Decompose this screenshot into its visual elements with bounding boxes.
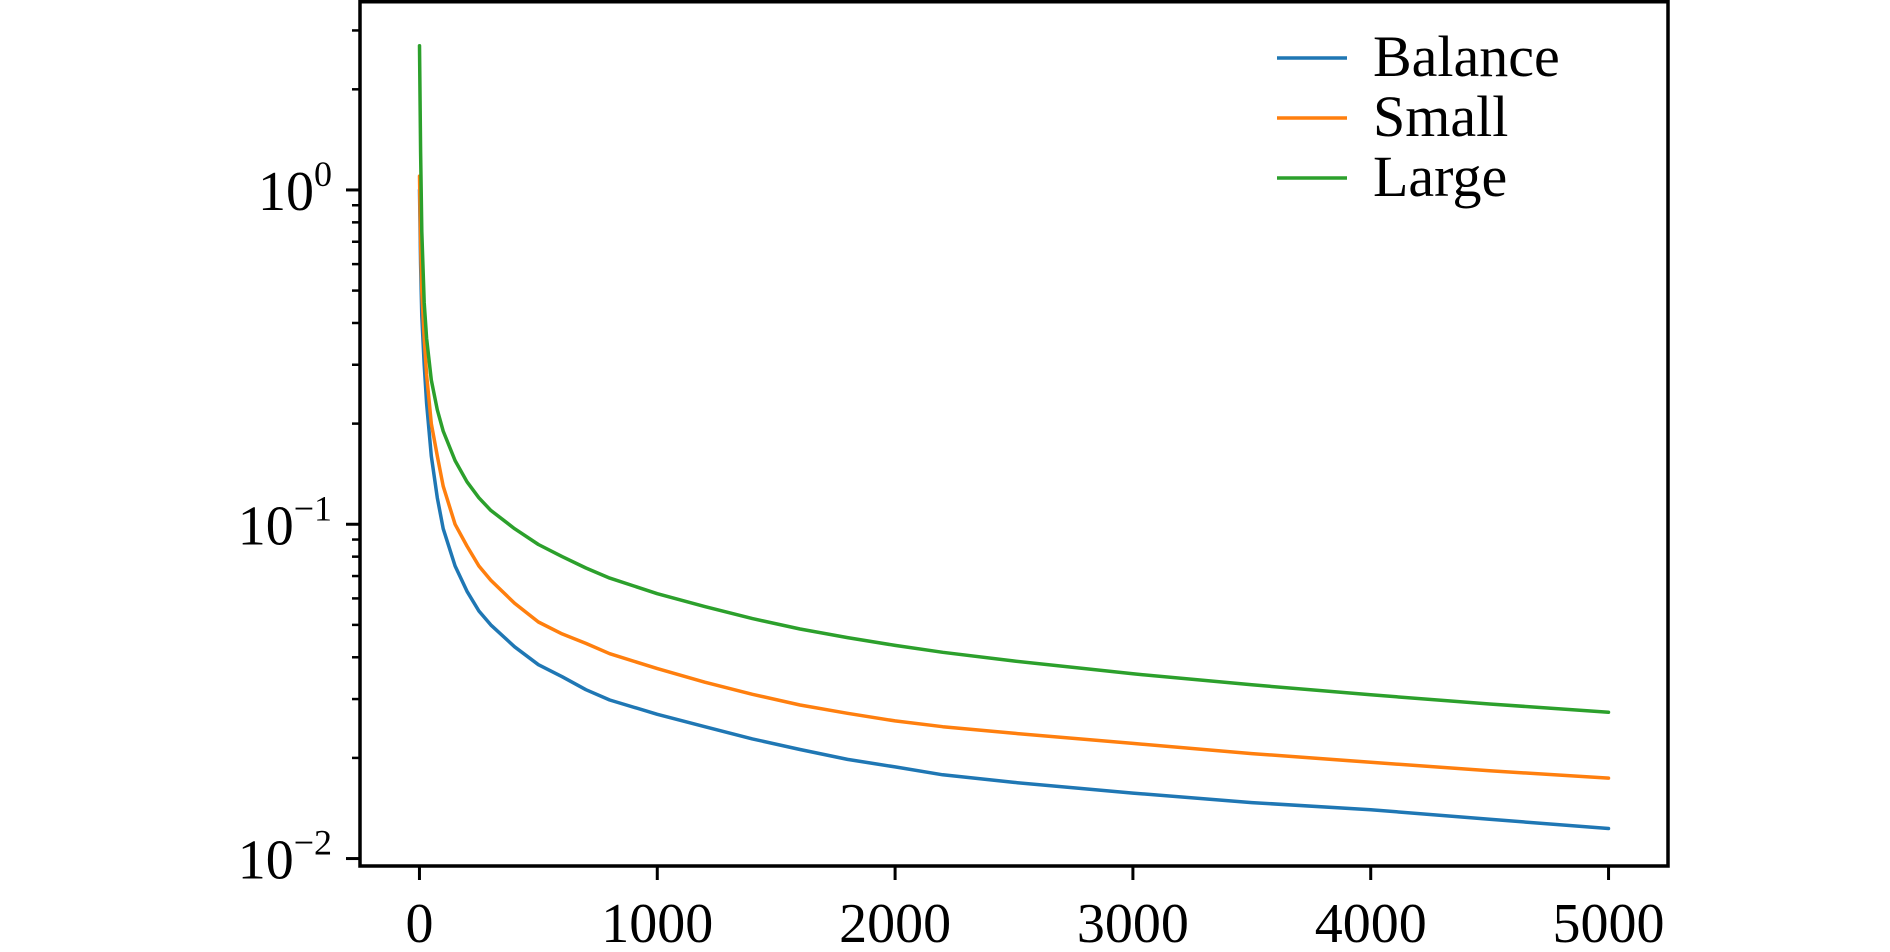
plot-frame (358, 0, 1670, 868)
x-tick-label: 3000 (1077, 893, 1189, 952)
x-tick-label: 5000 (1553, 893, 1665, 952)
x-tick-label: 4000 (1315, 893, 1427, 952)
x-axis: 0 1000 2000 3000 4000 5000 (405, 866, 1665, 952)
x-tick-label: 0 (405, 893, 433, 952)
legend-label-large: Large (1373, 144, 1507, 209)
series-line-balance (417, 188, 1611, 831)
y-tick-label: 10−2 (238, 823, 332, 892)
x-tick-label: 1000 (601, 893, 713, 952)
legend-label-small: Small (1373, 84, 1508, 149)
series-line-large (417, 43, 1611, 714)
x-tick-label: 2000 (839, 893, 951, 952)
series-line-small (417, 174, 1611, 780)
series-layer (417, 43, 1611, 831)
y-axis: 100 10−1 10−2 (238, 29, 360, 892)
legend-label-balance: Balance (1373, 24, 1560, 89)
y-tick-label: 100 (258, 154, 332, 223)
y-tick-label: 10−1 (238, 488, 332, 557)
